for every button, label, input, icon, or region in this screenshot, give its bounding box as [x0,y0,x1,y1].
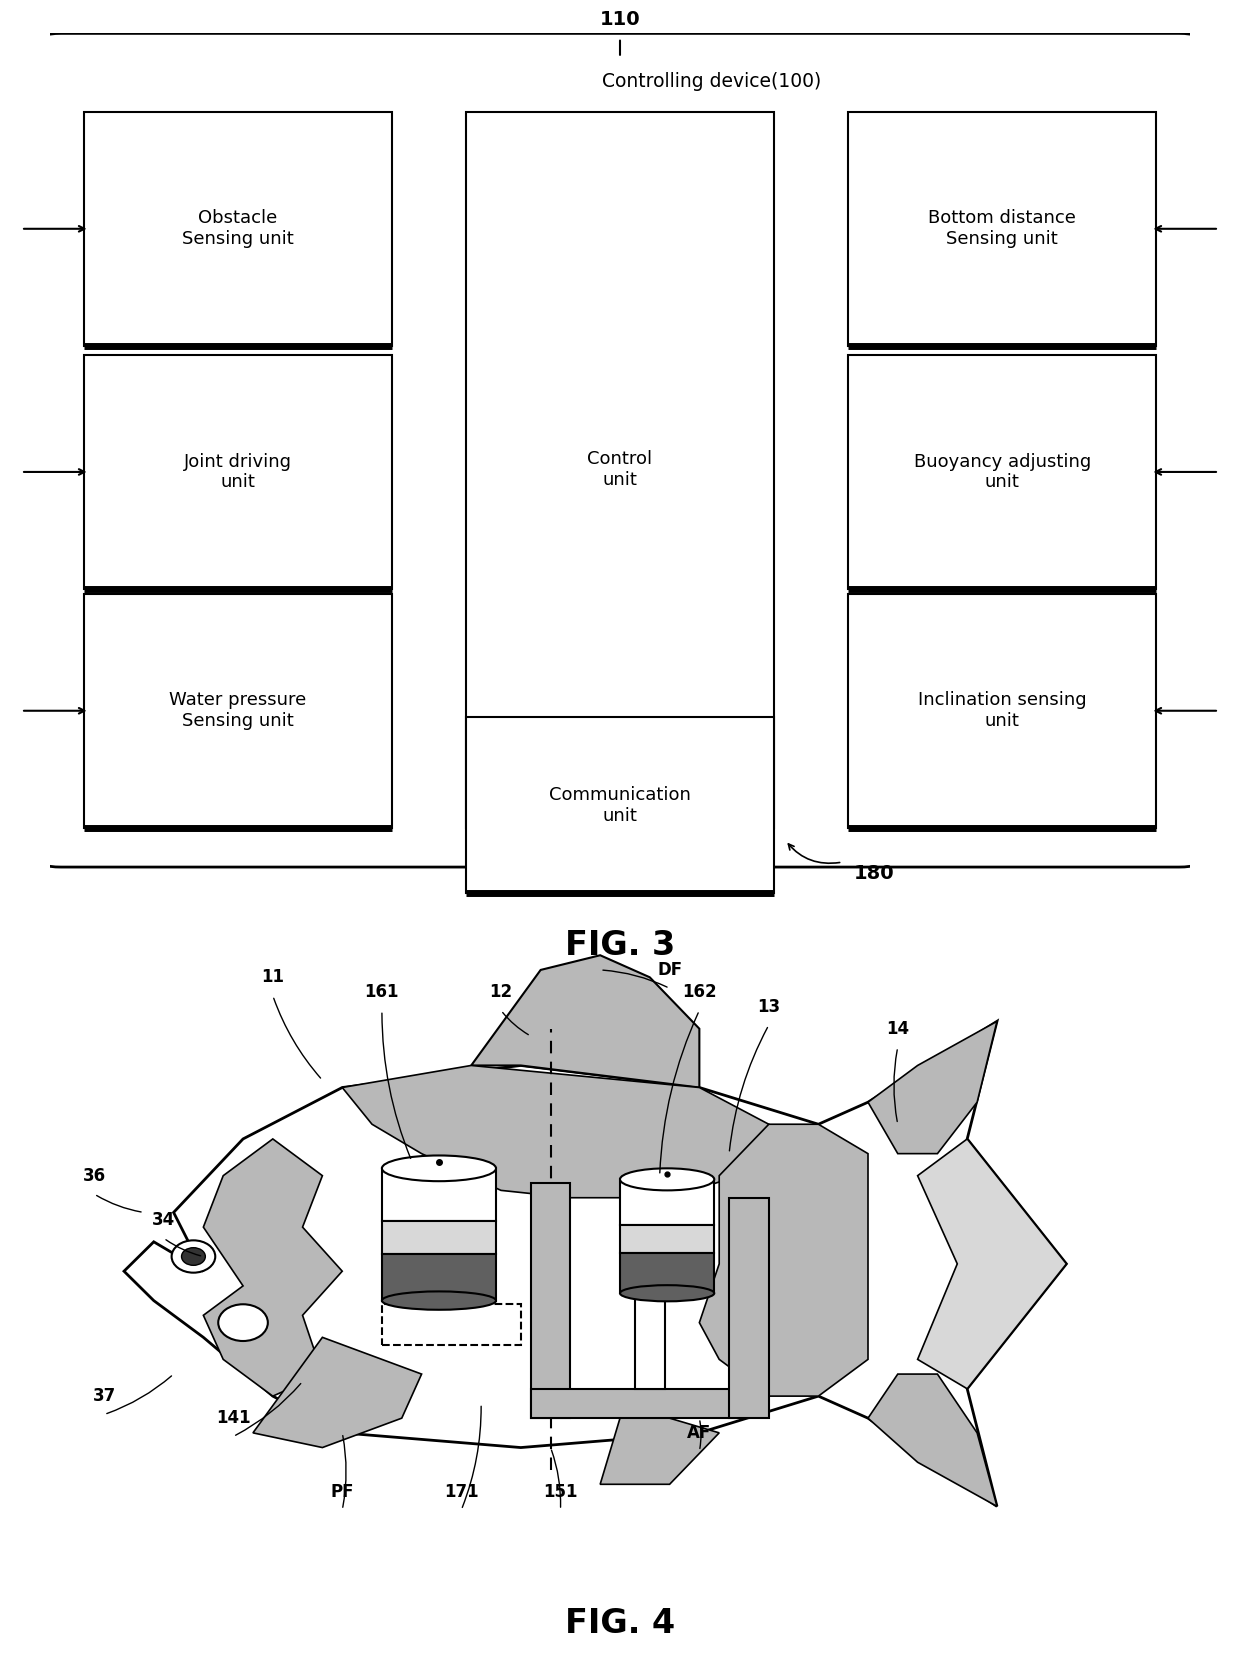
Bar [848,593,1156,828]
FancyBboxPatch shape [382,1304,521,1344]
Text: 14: 14 [887,1020,909,1037]
Text: 171: 171 [444,1483,479,1501]
Text: AF: AF [687,1425,712,1441]
Text: 13: 13 [758,997,780,1015]
Polygon shape [471,955,699,1087]
Bar [84,354,392,590]
Text: Inclination sensing
unit: Inclination sensing unit [918,691,1086,730]
Bar [729,1197,769,1418]
Text: Joint driving
unit: Joint driving unit [184,453,291,491]
Circle shape [171,1241,216,1273]
Polygon shape [699,1124,868,1396]
Text: 161: 161 [365,984,399,1000]
Bar [620,1179,714,1224]
Bar [466,718,774,893]
Polygon shape [124,1022,1066,1506]
Bar [848,354,1156,590]
Bar [620,1224,714,1254]
Text: 162: 162 [682,984,717,1000]
Bar [382,1169,496,1221]
Circle shape [181,1247,206,1266]
FancyBboxPatch shape [15,33,1225,867]
Polygon shape [600,1418,719,1485]
Bar [848,112,1156,346]
Text: 141: 141 [216,1409,250,1428]
Text: 180: 180 [854,863,894,883]
Text: 34: 34 [153,1211,175,1229]
Bar [382,1254,496,1301]
Text: 36: 36 [83,1167,105,1184]
Text: FIG. 3: FIG. 3 [565,929,675,962]
Text: PF: PF [331,1483,353,1501]
Text: DF: DF [657,960,682,979]
Text: Communication
unit: Communication unit [549,787,691,825]
Bar [531,1182,570,1418]
Circle shape [218,1304,268,1341]
Polygon shape [253,1338,422,1448]
Text: Buoyancy adjusting
unit: Buoyancy adjusting unit [914,453,1091,491]
Text: Obstacle
Sensing unit: Obstacle Sensing unit [182,209,294,249]
Text: Bottom distance
Sensing unit: Bottom distance Sensing unit [929,209,1076,249]
Text: 110: 110 [600,10,640,28]
Text: Controlling device(100): Controlling device(100) [601,72,821,90]
Text: 11: 11 [262,969,284,987]
Bar [466,112,774,828]
Bar [531,1389,749,1418]
Text: FIG. 4: FIG. 4 [565,1608,675,1640]
Text: 151: 151 [543,1483,578,1501]
Text: 12: 12 [490,984,512,1000]
Polygon shape [868,1374,997,1506]
Ellipse shape [382,1291,496,1309]
Ellipse shape [620,1169,714,1191]
Text: 37: 37 [93,1388,115,1404]
Polygon shape [342,1065,769,1197]
Polygon shape [868,1022,997,1154]
Ellipse shape [382,1156,496,1181]
Polygon shape [918,1139,1066,1389]
Text: Water pressure
Sensing unit: Water pressure Sensing unit [169,691,306,730]
Bar [84,593,392,828]
Ellipse shape [620,1286,714,1301]
Bar [84,112,392,346]
Polygon shape [203,1139,342,1396]
Bar [620,1254,714,1293]
Text: Control
unit: Control unit [588,451,652,489]
Bar [635,1182,665,1389]
Bar [382,1221,496,1254]
